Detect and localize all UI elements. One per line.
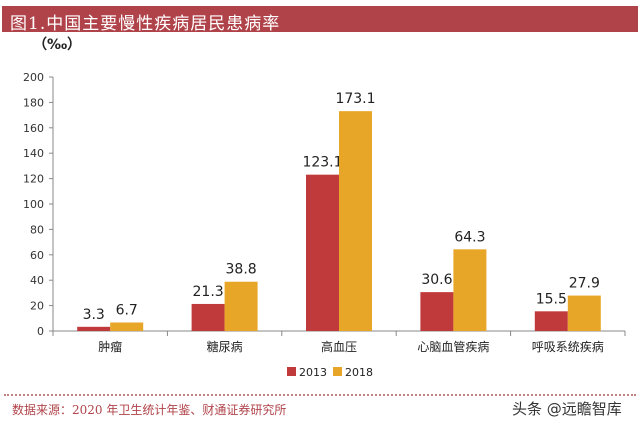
y-tick-label: 100: [23, 198, 44, 211]
data-label: 21.3: [193, 284, 224, 300]
x-tick-label: 肿瘤: [98, 339, 122, 354]
data-label: 27.9: [569, 276, 600, 292]
data-label: 64.3: [454, 229, 485, 245]
bar-2018: [110, 322, 144, 331]
legend-swatch-2013: [287, 367, 296, 376]
data-label: 123.1: [302, 155, 342, 171]
bar-2018: [567, 295, 601, 331]
data-label: 30.6: [421, 272, 452, 288]
bar-2013: [191, 303, 225, 331]
data-label: 6.7: [116, 302, 138, 318]
y-tick-label: 180: [23, 96, 44, 109]
divider: [4, 394, 636, 396]
x-tick-label: 糖尿病: [207, 339, 243, 354]
bar-2018: [339, 111, 372, 332]
y-tick-label: 140: [23, 147, 44, 160]
x-tick-label: 心脑血管疾病: [417, 339, 489, 354]
y-tick-label: 0: [37, 325, 44, 338]
data-label: 173.1: [335, 91, 375, 107]
y-tick-label: 20: [30, 300, 44, 313]
watermark: 头条 @远瞻智库: [512, 400, 622, 418]
bar-2018: [224, 281, 258, 331]
y-tick-label: 60: [30, 249, 44, 262]
bar-2013: [534, 311, 568, 331]
y-tick-label: 80: [30, 223, 44, 236]
x-tick-label: 高血压: [321, 339, 357, 354]
bar-2013: [306, 174, 339, 331]
legend-swatch-2018: [333, 367, 342, 376]
y-unit-label: （‰）: [33, 37, 81, 53]
bar-2013: [77, 326, 111, 331]
source-note: 数据来源：2020 年卫生统计年鉴、财通证券研究所: [12, 403, 287, 417]
data-label: 38.8: [226, 262, 257, 278]
y-tick-label: 120: [23, 173, 44, 186]
bar-2013: [420, 292, 454, 331]
x-tick-label: 呼吸系统疾病: [532, 339, 604, 354]
legend-label: 2018: [345, 366, 373, 379]
legend-label: 2013: [299, 366, 327, 379]
y-tick-label: 40: [30, 274, 44, 287]
data-label: 3.3: [83, 307, 105, 323]
y-tick-label: 200: [23, 71, 44, 84]
data-label: 15.5: [536, 291, 567, 307]
y-tick-label: 160: [23, 122, 44, 135]
title-bar: 图1.中国主要慢性疾病居民患病率: [2, 6, 638, 34]
bar-2018: [453, 249, 487, 331]
chart-title: 图1.中国主要慢性疾病居民患病率: [10, 14, 281, 34]
